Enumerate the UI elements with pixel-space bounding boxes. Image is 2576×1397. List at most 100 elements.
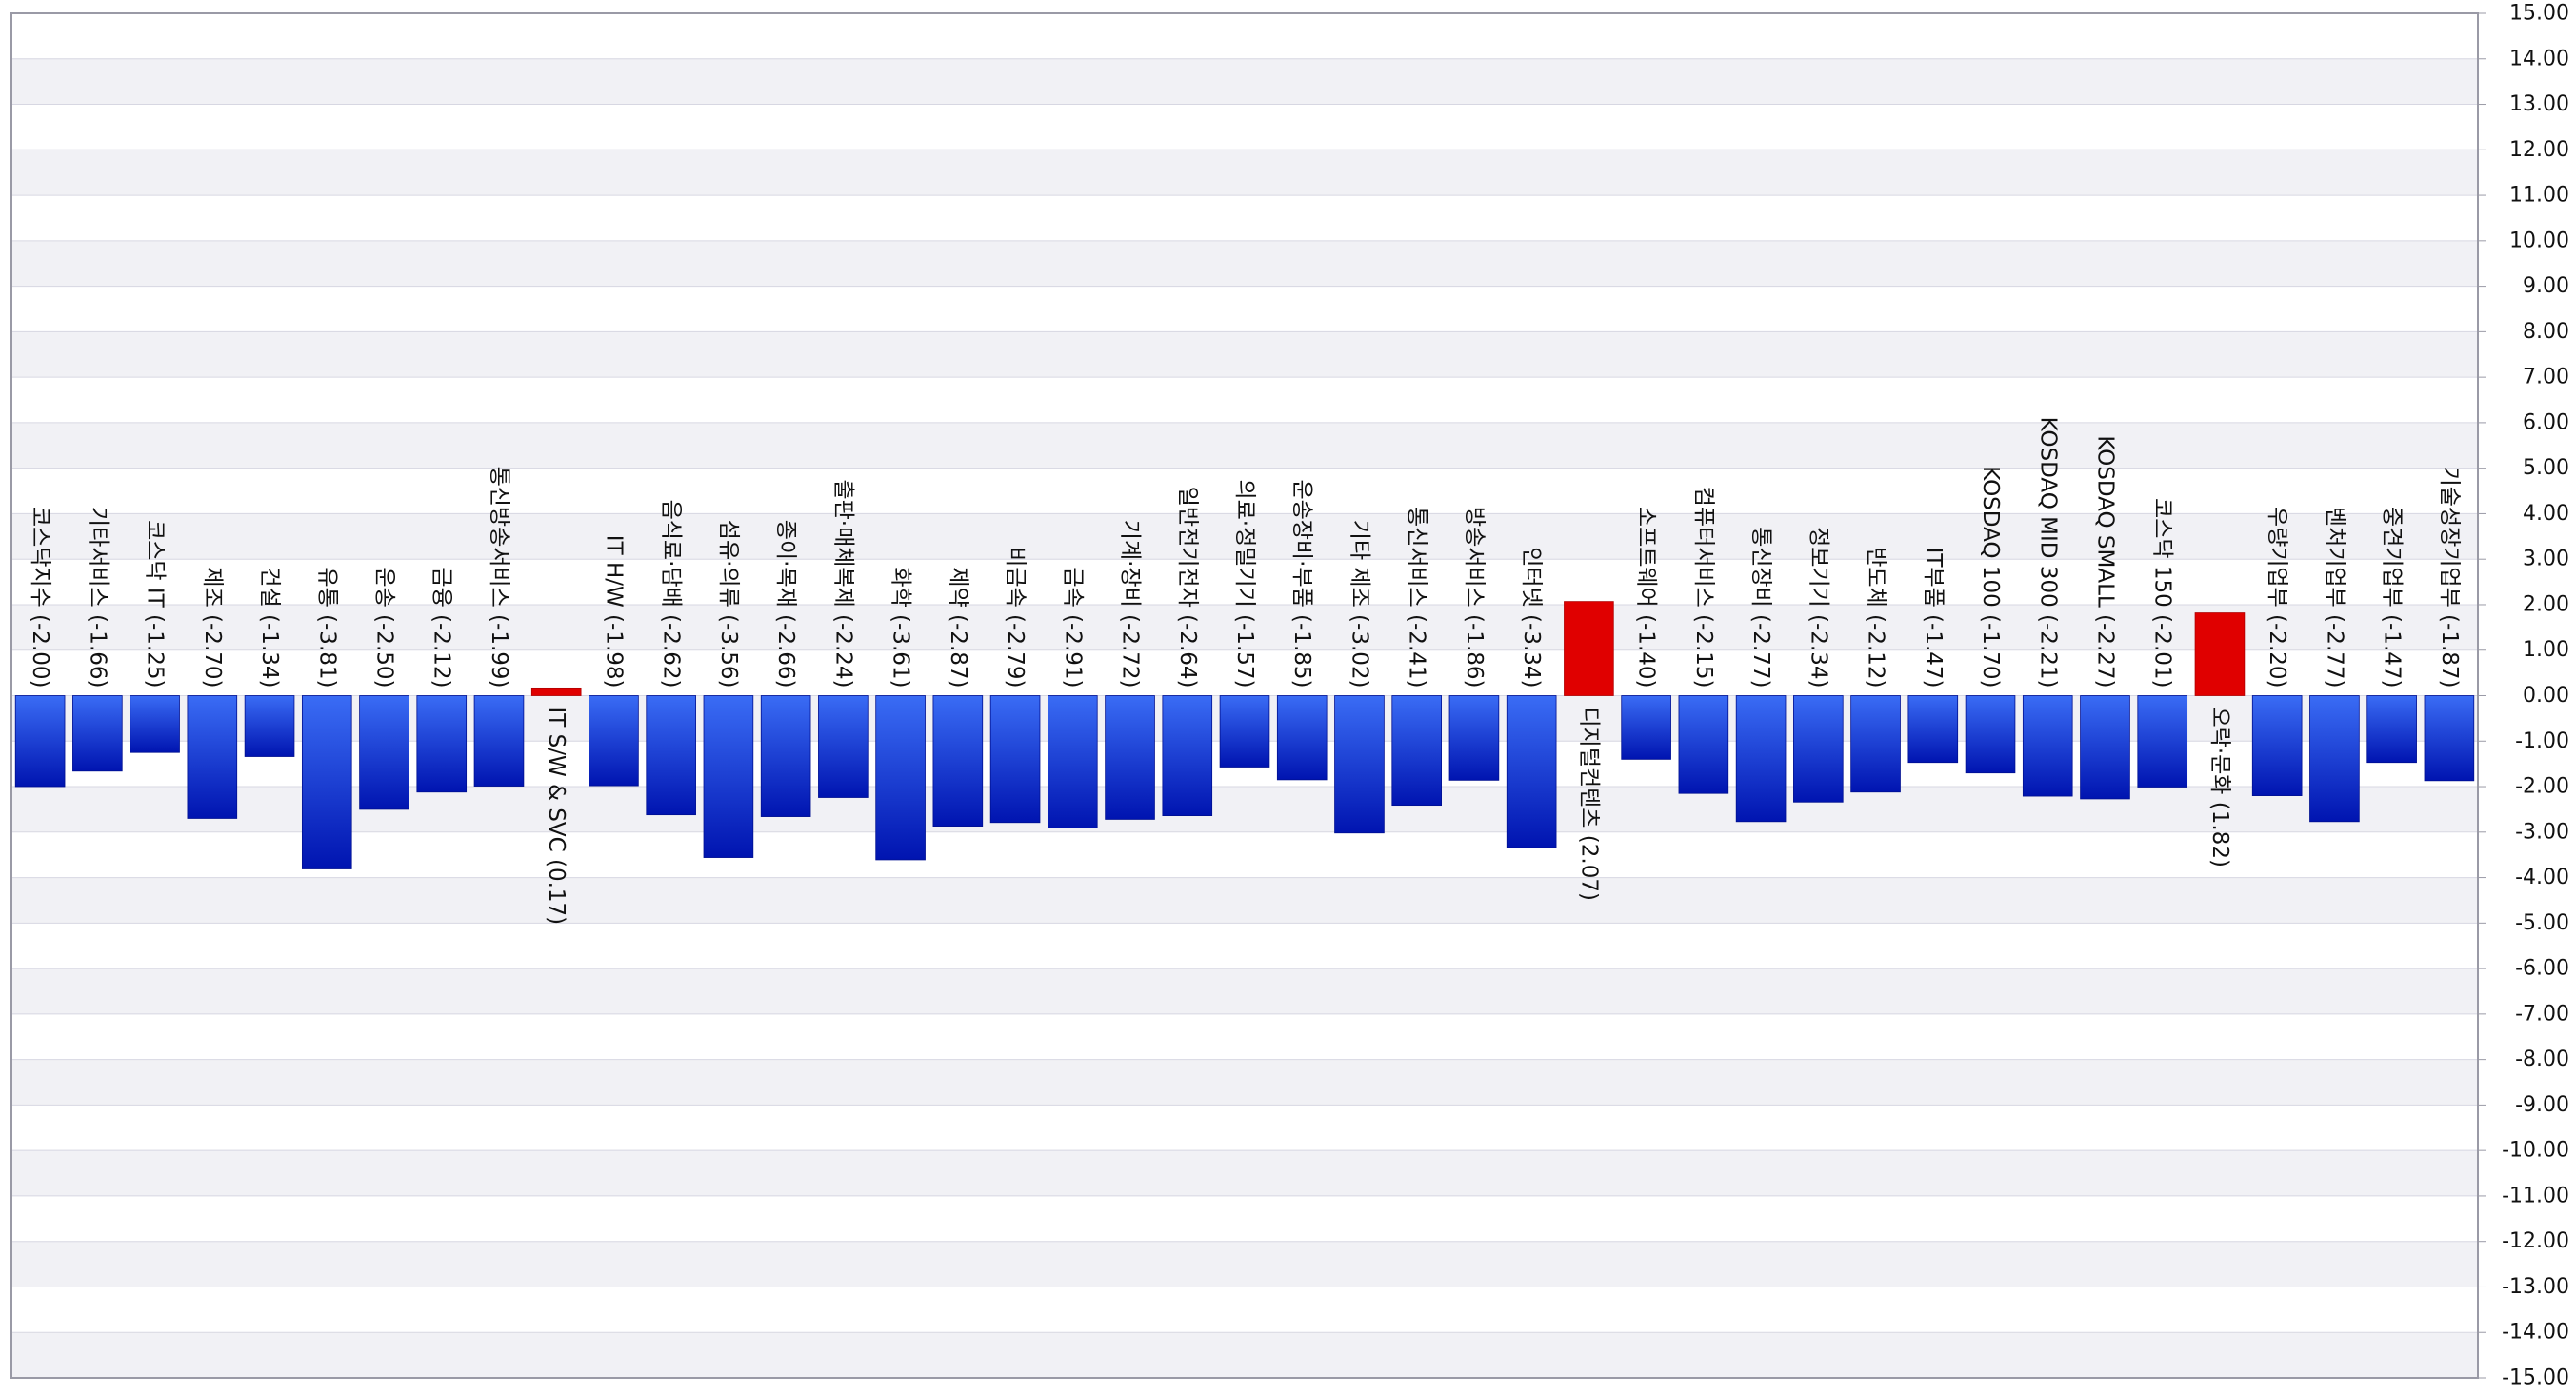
grid-band [11, 1150, 2478, 1196]
bar [1048, 695, 1098, 828]
plot-frame [10, 12, 2479, 1379]
bar-label: 출판·매체복제 (-2.24) [830, 479, 855, 688]
bar-label: 통신서비스 (-2.41) [1405, 507, 1429, 689]
bar [1448, 695, 1500, 781]
bar-label: 반도체 (-2.12) [1864, 547, 1888, 688]
bar-label: KOSDAQ SMALL (-2.27) [2092, 435, 2117, 688]
bar [187, 695, 238, 819]
y-tick-label: -15.00 [2502, 1367, 2569, 1390]
bar [932, 695, 984, 827]
y-tick-label: -9.00 [2515, 1093, 2569, 1117]
grid-band [11, 559, 2478, 605]
bar [2366, 695, 2417, 764]
y-tick-label: 5.00 [2523, 456, 2569, 480]
bar [1276, 695, 1328, 781]
bar-label: 컴퓨터서비스 (-2.15) [1691, 487, 1716, 689]
bar [416, 695, 468, 793]
bar-label: KOSDAQ 100 (-1.70) [1978, 466, 2003, 688]
grid-band [11, 1105, 2478, 1151]
y-tick-label: 10.00 [2509, 229, 2569, 252]
bar [2022, 695, 2073, 797]
bar-label: 제약 (-2.87) [946, 567, 970, 688]
bar-label: 우량기업부 (-2.20) [2265, 507, 2289, 689]
grid-lines [11, 12, 2478, 1379]
bar [589, 695, 639, 787]
bar [703, 695, 754, 858]
grid-band [11, 1195, 2478, 1242]
bar [2309, 695, 2360, 823]
bar-label: 통신장비 (-2.77) [1748, 527, 1773, 688]
bar [2194, 612, 2246, 696]
grid-band [11, 286, 2478, 332]
bar-label: 오락·문화 (1.82) [2207, 708, 2232, 868]
bar [1564, 601, 1614, 696]
y-tick-label: 11.00 [2509, 184, 2569, 208]
y-tick-label: -13.00 [2502, 1275, 2569, 1299]
bar-label: 종이·목재 (-2.66) [773, 520, 798, 689]
bar-label: IT부품 (-1.47) [1921, 548, 1946, 689]
bar [1621, 695, 1671, 760]
bar-label: 일반전기전자 (-2.64) [1175, 487, 1200, 689]
y-tick-label: -6.00 [2515, 957, 2569, 981]
bar-label: 제조 (-2.70) [200, 567, 225, 688]
bar-label: 기타 제조 (-3.02) [1347, 520, 1371, 689]
bar [989, 695, 1041, 824]
grid-band [11, 513, 2478, 560]
bar-label: 통신방송서비스 (-1.99) [487, 467, 511, 689]
bar [760, 695, 811, 817]
bar [1506, 695, 1557, 848]
y-tick-label: 3.00 [2523, 548, 2569, 571]
bar [646, 695, 696, 816]
y-tick-label: 4.00 [2523, 502, 2569, 526]
y-tick-label: -11.00 [2502, 1184, 2569, 1207]
bar-label: IT H/W (-1.98) [601, 535, 626, 689]
y-tick-label: 15.00 [2509, 2, 2569, 26]
grid-band [11, 1332, 2478, 1378]
bar [530, 687, 582, 696]
bar [72, 695, 123, 772]
grid-band [11, 877, 2478, 924]
bar-label: 운송장비·부품 (-1.85) [1289, 479, 1314, 688]
bar [1391, 695, 1442, 807]
bar-label: 운송 (-2.50) [372, 567, 397, 688]
bar [2251, 695, 2303, 796]
bar-label: 벤처기업부 (-2.77) [2322, 507, 2346, 689]
grid-band [11, 331, 2478, 378]
grid-band [11, 1241, 2478, 1287]
bar-label: 정보기기 (-2.34) [1806, 527, 1830, 688]
grid-band [11, 1287, 2478, 1333]
grid-band [11, 968, 2478, 1014]
y-tick-label: 1.00 [2523, 638, 2569, 662]
bar [1965, 695, 2016, 774]
y-tick-label: 12.00 [2509, 138, 2569, 162]
y-tick-label: 13.00 [2509, 92, 2569, 116]
bar [1907, 695, 1959, 764]
bar [2080, 695, 2130, 800]
y-tick-label: -3.00 [2515, 820, 2569, 844]
grid-band [11, 649, 2478, 696]
bar-label: IT S/W & SVC (0.17) [544, 708, 569, 926]
bar [1850, 695, 1901, 793]
y-tick-label: 14.00 [2509, 47, 2569, 70]
y-tick-label: -7.00 [2515, 1002, 2569, 1026]
y-tick-label: 9.00 [2523, 274, 2569, 298]
y-tick-label: 6.00 [2523, 410, 2569, 434]
bar [1162, 695, 1213, 817]
bar-label: 건설 (-1.34) [257, 567, 282, 688]
bar-label: 화학 (-3.61) [889, 567, 913, 688]
bar [244, 695, 295, 757]
bar-label: 금융 (-2.12) [429, 567, 454, 688]
bar-label: 코스닥지수 (-2.00) [28, 507, 52, 689]
grid-band [11, 831, 2478, 878]
bar-label: 기술성장기업부 (-1.87) [2437, 467, 2462, 689]
grid-band [11, 422, 2478, 469]
grid-band [11, 1013, 2478, 1060]
bar [875, 695, 926, 861]
y-tick-label: -1.00 [2515, 729, 2569, 753]
bar [2137, 695, 2188, 788]
bar-label: 중견기업부 (-1.47) [2380, 507, 2405, 689]
y-tick-label: -10.00 [2502, 1139, 2569, 1163]
y-axis: 15.00 14.00 13.00 12.00 11.00 10.00 9.00 8.00 7.… [2478, 2, 2569, 1390]
bar-label: 기타서비스 (-1.66) [85, 507, 110, 689]
